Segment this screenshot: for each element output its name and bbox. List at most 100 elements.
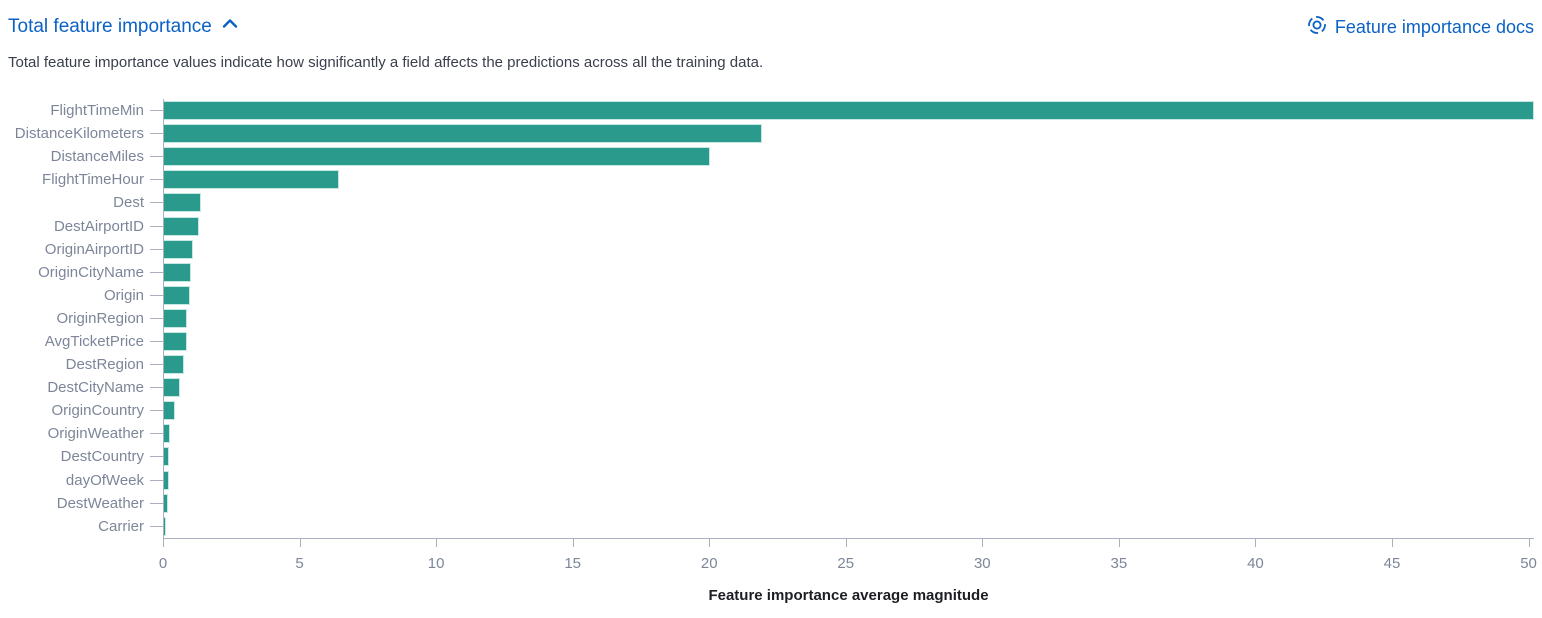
bar-row bbox=[164, 469, 1534, 492]
category-row: DestCountry bbox=[8, 445, 163, 468]
category-label: AvgTicketPrice bbox=[44, 332, 144, 350]
x-tick-mark bbox=[1391, 538, 1393, 547]
y-tick-mark bbox=[150, 248, 163, 250]
category-row: DestCityName bbox=[8, 376, 163, 399]
category-row: Dest bbox=[8, 191, 163, 214]
bar-row bbox=[164, 330, 1534, 353]
category-row: OriginAirportID bbox=[8, 238, 163, 261]
y-tick-mark bbox=[150, 502, 163, 504]
x-tick-mark bbox=[572, 538, 574, 547]
panel-description: Total feature importance values indicate… bbox=[8, 54, 764, 71]
category-label: dayOfWeek bbox=[65, 471, 144, 489]
x-tick-mark bbox=[982, 538, 984, 547]
x-tick-label: 25 bbox=[837, 554, 855, 572]
y-tick-mark bbox=[150, 410, 163, 412]
category-row: DestWeather bbox=[8, 492, 163, 515]
category-row: OriginRegion bbox=[8, 307, 163, 330]
category-label: OriginWeather bbox=[47, 425, 144, 443]
importance-bar-DestWeather[interactable] bbox=[164, 493, 169, 513]
category-row: DestAirportID bbox=[8, 214, 163, 237]
category-label: DistanceKilometers bbox=[14, 125, 144, 143]
bar-row bbox=[164, 145, 1534, 168]
y-tick-mark bbox=[150, 179, 163, 181]
y-tick-mark bbox=[150, 479, 163, 481]
x-tick-mark bbox=[163, 538, 164, 547]
category-label: OriginAirportID bbox=[44, 240, 144, 258]
x-tick-label: 40 bbox=[1247, 554, 1264, 572]
category-label: OriginRegion bbox=[56, 309, 144, 327]
y-tick-mark bbox=[150, 433, 163, 435]
importance-bar-Carrier[interactable] bbox=[164, 516, 166, 536]
category-row: Origin bbox=[8, 284, 163, 307]
category-label: DestRegion bbox=[65, 356, 144, 374]
x-tick-label: 10 bbox=[427, 554, 445, 572]
x-tick-label: 45 bbox=[1383, 554, 1401, 572]
y-tick-mark bbox=[150, 225, 163, 227]
y-tick-mark bbox=[150, 364, 163, 366]
bar-row bbox=[164, 445, 1534, 468]
importance-bar-dayOfWeek[interactable] bbox=[164, 470, 169, 490]
category-row: DistanceMiles bbox=[8, 145, 163, 168]
category-label: FlightTimeMin bbox=[50, 102, 144, 120]
x-tick-label: 35 bbox=[1110, 554, 1128, 572]
bar-row bbox=[164, 376, 1534, 399]
x-tick-label: 50 bbox=[1520, 554, 1537, 572]
category-row: DistanceKilometers bbox=[8, 122, 163, 145]
y-tick-mark bbox=[150, 202, 163, 204]
bar-row bbox=[164, 307, 1534, 330]
importance-bar-DestAirportID[interactable] bbox=[164, 216, 200, 236]
importance-bar-OriginRegion[interactable] bbox=[164, 308, 188, 328]
importance-bar-OriginCityName[interactable] bbox=[164, 262, 192, 282]
chevron-up-icon bbox=[222, 16, 238, 38]
feature-importance-docs-link[interactable]: Feature importance docs bbox=[1307, 15, 1534, 40]
bar-row bbox=[164, 261, 1534, 284]
x-axis-title-row: Feature importance average magnitude bbox=[163, 587, 1534, 605]
x-tick-label: 20 bbox=[700, 554, 718, 572]
importance-bar-DestRegion[interactable] bbox=[164, 355, 184, 375]
y-tick-mark bbox=[150, 387, 163, 389]
category-label: OriginCityName bbox=[38, 263, 144, 281]
bar-row bbox=[164, 168, 1534, 191]
category-label: DestCountry bbox=[60, 448, 144, 466]
y-tick-mark bbox=[150, 525, 163, 527]
x-tick-mark bbox=[845, 538, 847, 547]
lifering-help-icon bbox=[1307, 15, 1327, 40]
y-axis-labels: FlightTimeMin DistanceKilometers DistanceM… bbox=[8, 99, 163, 539]
bar-row bbox=[164, 515, 1534, 538]
importance-bar-DestCountry[interactable] bbox=[164, 447, 170, 467]
category-row: Carrier bbox=[8, 515, 163, 538]
importance-bar-DestCityName[interactable] bbox=[164, 378, 181, 398]
x-tick-label: 15 bbox=[564, 554, 581, 572]
category-row: OriginCityName bbox=[8, 261, 163, 284]
importance-bar-FlightTimeHour[interactable] bbox=[164, 170, 339, 190]
bar-row bbox=[164, 422, 1534, 445]
docs-link-label: Feature importance docs bbox=[1334, 16, 1534, 37]
x-axis: 0 5 10 15 20 25 30 35 40 45 50 bbox=[159, 538, 1537, 585]
importance-bar-AvgTicketPrice[interactable] bbox=[164, 331, 188, 351]
importance-bar-OriginAirportID[interactable] bbox=[164, 239, 193, 259]
y-tick-mark bbox=[150, 133, 163, 135]
importance-bar-DistanceMiles[interactable] bbox=[164, 147, 710, 167]
importance-bar-FlightTimeMin[interactable] bbox=[164, 101, 1534, 121]
importance-bar-DistanceKilometers[interactable] bbox=[164, 124, 762, 144]
category-label: DestCityName bbox=[47, 379, 144, 397]
category-row: AvgTicketPrice bbox=[8, 330, 163, 353]
importance-bar-OriginWeather[interactable] bbox=[164, 424, 170, 444]
y-tick-mark bbox=[150, 294, 163, 296]
x-tick-label: 30 bbox=[973, 554, 991, 572]
x-tick-mark bbox=[299, 538, 301, 547]
importance-bar-Dest[interactable] bbox=[164, 193, 201, 213]
section-title: Total feature importance bbox=[8, 16, 212, 37]
x-tick-mark bbox=[709, 538, 711, 547]
category-label: DistanceMiles bbox=[50, 148, 144, 166]
y-tick-mark bbox=[150, 271, 163, 273]
category-row: dayOfWeek bbox=[8, 469, 163, 492]
total-feature-importance-toggle[interactable]: Total feature importance bbox=[8, 16, 238, 38]
category-row: OriginCountry bbox=[8, 399, 163, 422]
category-row: DestRegion bbox=[8, 353, 163, 376]
importance-bar-Origin[interactable] bbox=[164, 285, 190, 305]
importance-bar-OriginCountry[interactable] bbox=[164, 401, 175, 421]
y-tick-mark bbox=[150, 317, 163, 319]
category-label: Dest bbox=[113, 194, 144, 212]
